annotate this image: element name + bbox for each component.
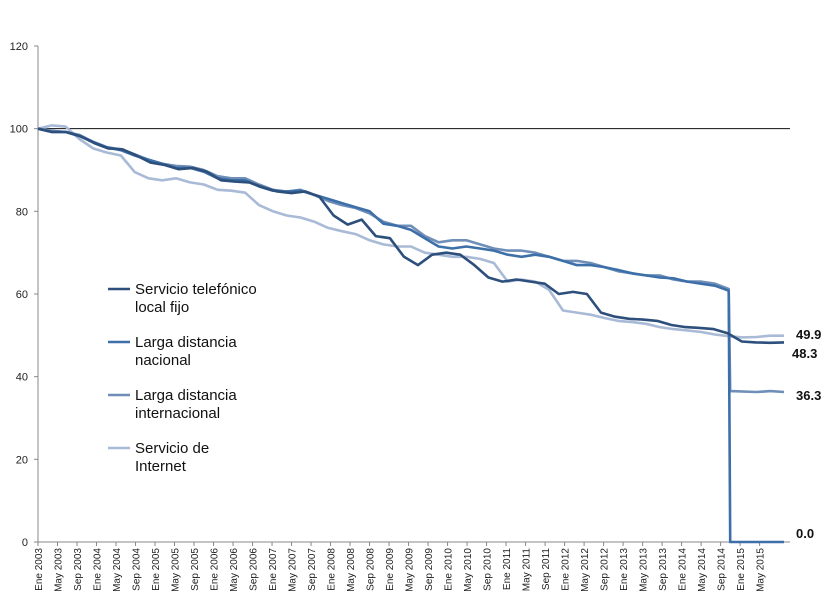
series-lines [37, 124, 785, 544]
x-tick-label: Sep 2005 [190, 548, 201, 591]
end-labels: 48.3 0.0 36.3 49.9 [792, 327, 821, 541]
x-tick-label: Sep 2013 [658, 548, 669, 591]
x-tick-label: Ene 2012 [561, 548, 572, 591]
end-label-3: 49.9 [796, 327, 821, 342]
legend-label-1: Larga distancia nacional [135, 334, 237, 369]
series-line-0 [37, 127, 785, 345]
x-tick-label: May 2014 [697, 548, 708, 592]
x-tick-label: Ene 2007 [268, 548, 279, 591]
x-tick-label: Ene 2014 [678, 548, 689, 591]
legend-label-2: Larga distancia internacional [135, 387, 237, 422]
series-line-3 [37, 124, 784, 339]
x-tick-label: May 2011 [522, 548, 533, 592]
x-tick-label: Ene 2011 [502, 548, 513, 591]
x-axis-ticks: Ene 2003 May 2003 Sep 2003 Ene 2004 May 2004… [34, 542, 767, 592]
x-tick-label: May 2009 [405, 548, 416, 592]
x-tick-label: Sep 2010 [483, 548, 494, 591]
x-tick-label: May 2015 [756, 548, 767, 592]
x-tick-label: Sep 2006 [249, 548, 260, 591]
x-tick-label: May 2008 [346, 548, 357, 592]
end-label-1: 0.0 [796, 526, 814, 541]
x-tick-label: Sep 2014 [717, 548, 728, 591]
x-tick-label: Ene 2004 [93, 548, 104, 591]
x-tick-label: May 2012 [580, 548, 591, 592]
x-tick-label: May 2005 [171, 548, 182, 592]
x-tick-label: May 2013 [639, 548, 650, 592]
y-tick-label: 60 [16, 289, 28, 301]
end-label-0: 48.3 [792, 346, 817, 361]
x-tick-label: Sep 2011 [541, 548, 552, 591]
legend-label-0: Servicio telefónico local fijo [135, 281, 257, 316]
x-tick-label: May 2010 [463, 548, 474, 592]
y-tick-label: 100 [10, 124, 28, 136]
x-tick-label: May 2004 [112, 548, 123, 592]
y-tick-label: 40 [16, 372, 28, 384]
legend: Servicio telefónico local fijo Larga dist… [108, 281, 257, 475]
x-tick-label: Sep 2008 [366, 548, 377, 591]
x-tick-label: Ene 2010 [444, 548, 455, 591]
x-tick-label: Sep 2007 [307, 548, 318, 591]
end-label-2: 36.3 [796, 388, 821, 403]
x-tick-label: Sep 2004 [132, 548, 143, 591]
y-tick-label: 120 [10, 41, 28, 53]
y-tick-label: 80 [16, 206, 28, 218]
x-tick-label: May 2003 [54, 548, 65, 592]
x-tick-label: Sep 2009 [424, 548, 435, 591]
x-tick-label: Ene 2003 [34, 548, 45, 591]
x-tick-label: May 2007 [288, 548, 299, 592]
legend-label-3: Servicio de Internet [135, 440, 209, 475]
y-tick-label: 0 [22, 537, 28, 549]
x-tick-label: Ene 2009 [385, 548, 396, 591]
x-tick-label: Ene 2013 [619, 548, 630, 591]
y-axis-ticks: 0 20 40 60 80 100 120 [10, 41, 38, 549]
x-tick-label: Ene 2015 [736, 548, 747, 591]
y-tick-label: 20 [16, 454, 28, 466]
x-tick-label: Ene 2006 [210, 548, 221, 591]
x-tick-label: Ene 2008 [327, 548, 338, 591]
x-tick-label: Sep 2003 [73, 548, 84, 591]
x-tick-label: Sep 2012 [600, 548, 611, 591]
x-tick-label: May 2006 [229, 548, 240, 592]
x-tick-label: Ene 2005 [151, 548, 162, 591]
